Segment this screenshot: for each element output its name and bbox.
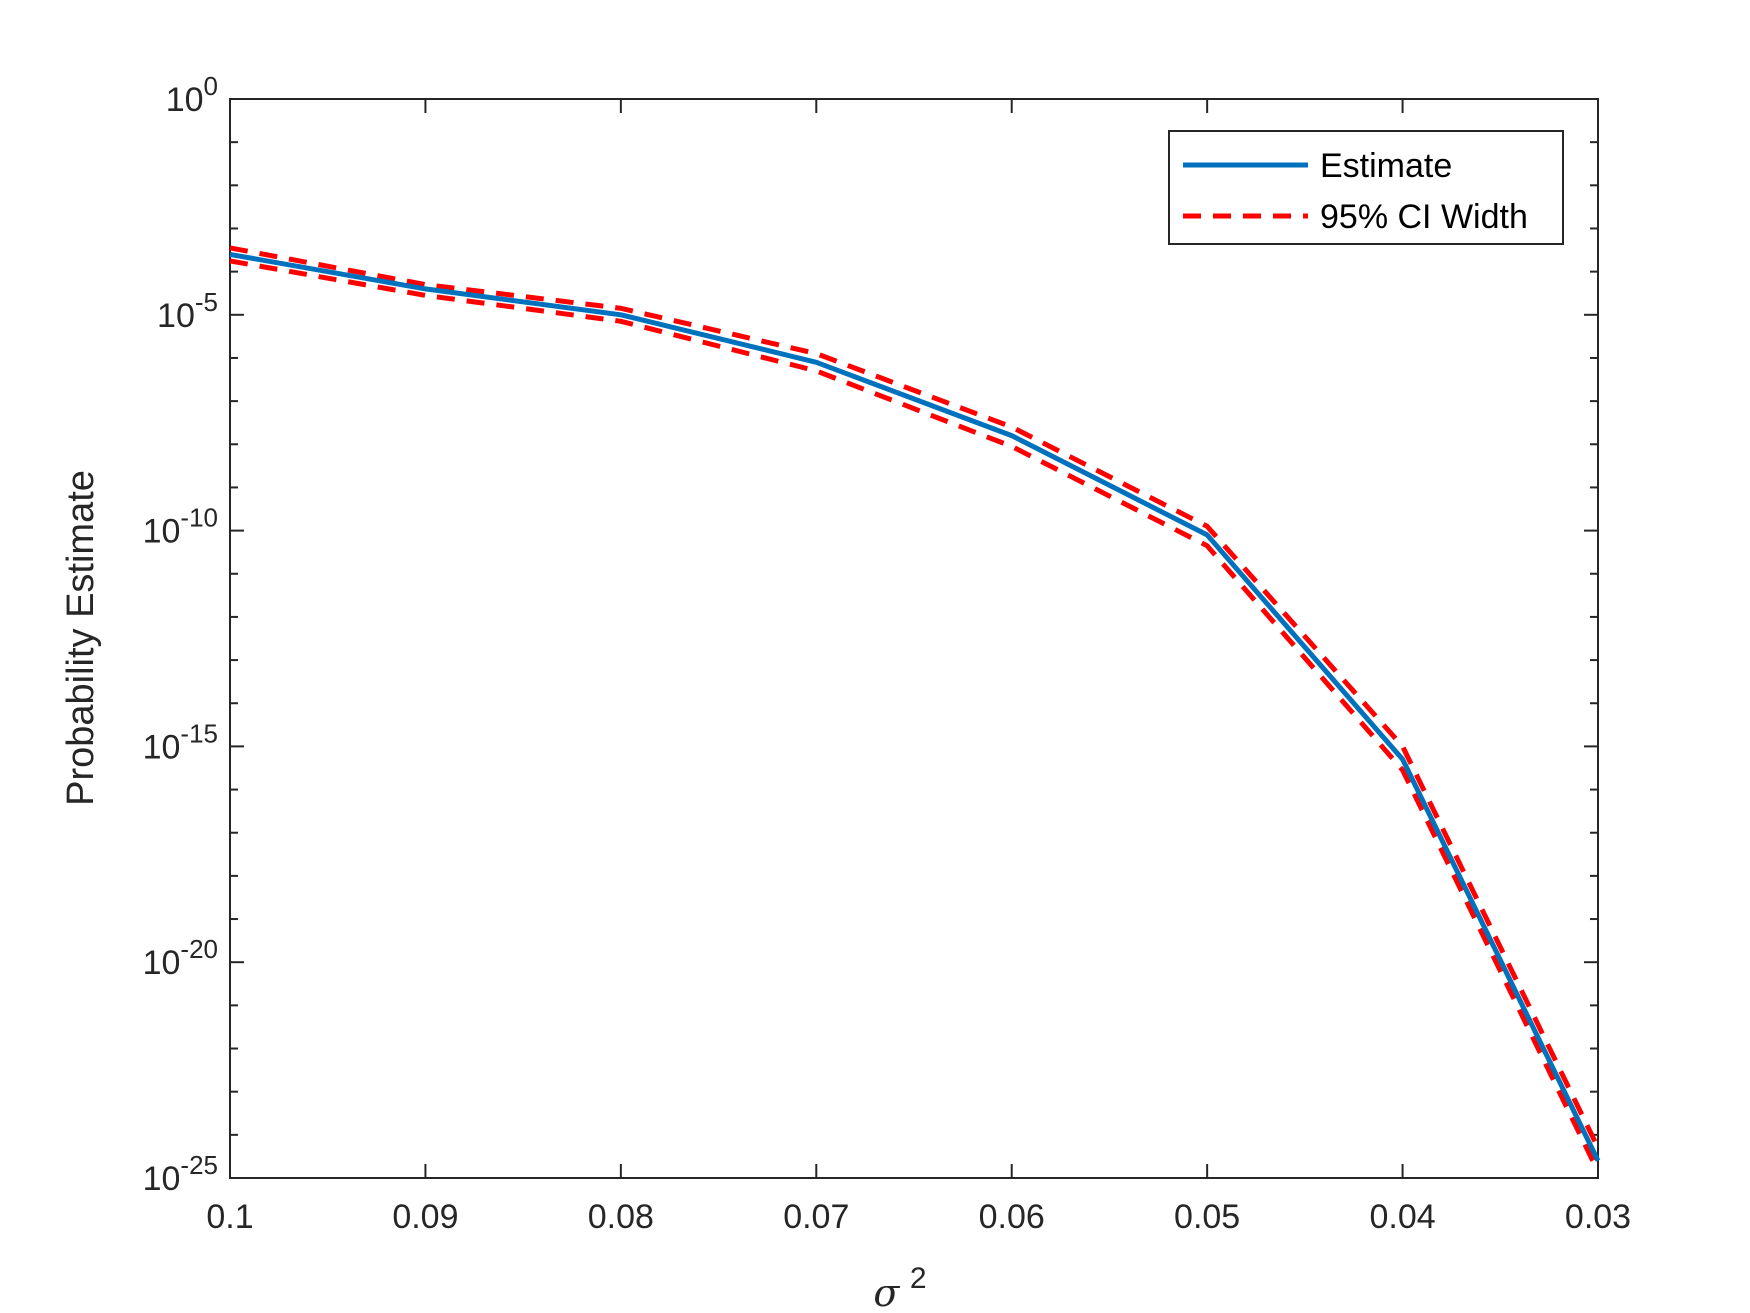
x-tick-labels: 0.1 0.09 0.08 0.07 0.06 0.05 0.04 0.03 bbox=[206, 1198, 1631, 1236]
y-tick-label: 100 bbox=[166, 71, 218, 119]
series-estimate-line bbox=[229, 251, 1601, 1162]
x-tick-label: 0.06 bbox=[979, 1198, 1045, 1236]
plot-frame bbox=[229, 98, 1599, 1179]
y-tick-label: 10-5 bbox=[157, 287, 218, 335]
y-tick-label-base: 10 bbox=[143, 944, 181, 982]
legend-label-ci: 95% CI Width bbox=[1320, 198, 1528, 236]
x-axis-label: σ 2 bbox=[873, 1262, 926, 1313]
y-tick-label-exponent: -5 bbox=[195, 287, 218, 317]
ticks bbox=[229, 98, 1599, 1179]
y-tick-label: 10-10 bbox=[143, 503, 218, 551]
y-axis-label: Probability Estimate bbox=[60, 470, 102, 806]
x-tick-label: 0.1 bbox=[206, 1198, 253, 1236]
x-tick-label: 0.09 bbox=[392, 1198, 458, 1236]
y-tick-label-base: 10 bbox=[143, 728, 181, 766]
y-tick-label-exponent: -15 bbox=[180, 718, 218, 748]
series-ci-lower-line bbox=[229, 258, 1601, 1173]
series-layer bbox=[229, 245, 1601, 1173]
y-tick-label-base: 10 bbox=[157, 297, 195, 335]
x-tick-label: 0.05 bbox=[1174, 1198, 1240, 1236]
x-axis-label-superscript: 2 bbox=[910, 1262, 927, 1295]
y-tick-label: 10-15 bbox=[143, 718, 218, 766]
y-tick-label: 10-20 bbox=[143, 934, 218, 982]
y-tick-label-base: 10 bbox=[143, 1160, 181, 1198]
y-tick-label-exponent: 0 bbox=[204, 71, 218, 101]
y-tick-label-exponent: -10 bbox=[180, 503, 218, 533]
legend: Estimate 95% CI Width bbox=[1168, 130, 1564, 245]
series-ci-upper-line bbox=[229, 245, 1601, 1149]
legend-box bbox=[1168, 130, 1564, 245]
y-tick-label-exponent: -20 bbox=[180, 934, 218, 964]
x-tick-label: 0.07 bbox=[783, 1198, 849, 1236]
y-tick-label-base: 10 bbox=[143, 513, 181, 551]
legend-label-estimate: Estimate bbox=[1320, 147, 1452, 185]
y-tick-label: 10-25 bbox=[143, 1150, 218, 1198]
x-tick-label: 0.03 bbox=[1565, 1198, 1631, 1236]
x-tick-label: 0.08 bbox=[588, 1198, 654, 1236]
y-tick-label-exponent: -25 bbox=[180, 1150, 218, 1180]
plot-area-border bbox=[229, 98, 1599, 1179]
y-tick-label-base: 10 bbox=[166, 81, 204, 119]
x-axis-label-symbol: σ bbox=[873, 1271, 900, 1313]
x-tick-label: 0.04 bbox=[1369, 1198, 1435, 1236]
